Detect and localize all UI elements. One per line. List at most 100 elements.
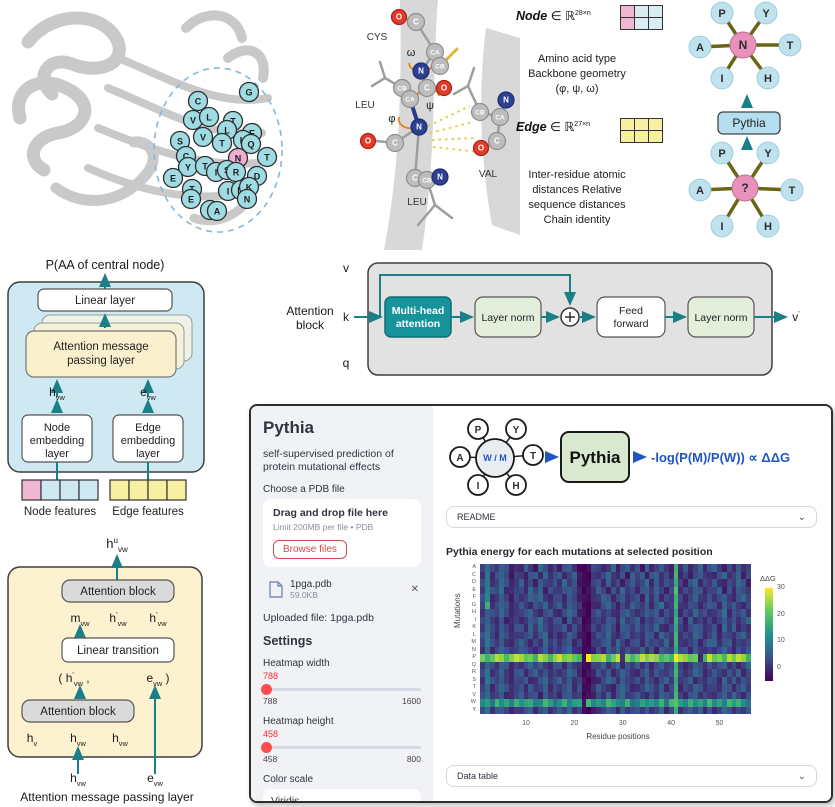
heatmap-cell <box>717 661 723 670</box>
heatmap-cell <box>552 594 558 602</box>
heatmap-cell <box>509 586 515 595</box>
heatmap-cell <box>702 594 708 602</box>
heatmap-cell <box>605 646 612 655</box>
heatmap-cell <box>746 609 752 617</box>
data-table-expander[interactable]: Data table ⌄ <box>446 765 817 787</box>
heatmap-cell <box>489 631 495 640</box>
center-node-letter: ? <box>741 181 748 195</box>
heatmap-cell <box>634 661 641 670</box>
slider-thumb[interactable] <box>261 742 272 753</box>
heatmap-cell <box>663 661 670 670</box>
atom-label: CA <box>430 50 440 57</box>
heatmap-cell <box>518 691 524 700</box>
heatmap-cell <box>494 684 500 692</box>
heatmap-cell <box>499 706 505 715</box>
heatmap-cell <box>702 609 708 617</box>
heatmap-cell <box>736 669 742 677</box>
heatmap-cell <box>741 624 747 632</box>
heatmap-cell <box>721 631 728 640</box>
heatmap-cell <box>668 571 674 580</box>
heatmap-cell <box>586 661 592 670</box>
slider-thumb[interactable] <box>261 684 272 695</box>
heatmap-cell <box>567 646 573 655</box>
heatmap-height-slider[interactable] <box>261 742 421 753</box>
browse-files-button[interactable]: Browse files <box>273 540 347 559</box>
heatmap-cell <box>668 684 674 692</box>
heatmap-cell <box>504 601 510 610</box>
heatmap-cell <box>610 654 616 662</box>
satellite-node-letter: A <box>696 42 704 54</box>
heatmap-cell <box>630 676 636 685</box>
heatmap-cell <box>586 624 592 632</box>
heatmap-cell <box>489 594 495 602</box>
heatmap-cell <box>547 601 553 610</box>
heatmap-cell <box>741 669 747 677</box>
file-dropzone[interactable]: Drag and drop file here Limit 200MB per … <box>263 499 421 567</box>
heatmap-cell <box>741 586 747 595</box>
heatmap-cell <box>736 579 742 587</box>
heatmap-cell <box>697 609 703 617</box>
heatmap-cell <box>663 601 670 610</box>
heatmap-cell <box>683 594 689 602</box>
heatmap-cell <box>683 624 689 632</box>
heatmap-cell <box>644 631 650 640</box>
heatmap-cell <box>513 616 520 625</box>
heatmap-cell <box>659 631 665 640</box>
heatmap-cell <box>683 564 689 572</box>
heatmap-cell <box>712 616 718 625</box>
heatmap-cell <box>721 691 728 700</box>
satellite-node <box>778 33 802 57</box>
file-uploader-label: Choose a PDB file <box>263 484 345 495</box>
heatmap-cell <box>688 661 694 670</box>
heatmap-plot[interactable] <box>480 564 752 715</box>
heatmap-cell <box>726 639 733 647</box>
heatmap-cell <box>596 631 602 640</box>
readme-label: README <box>457 512 496 522</box>
heatmap-cell <box>557 699 563 707</box>
heatmap-cell <box>581 646 587 655</box>
heatmap-cell <box>634 579 641 587</box>
heatmap-cell <box>538 654 544 662</box>
heatmap-cell <box>615 654 621 662</box>
heatmap-cell <box>692 616 699 625</box>
heatmap-cell <box>731 579 737 587</box>
heatmap-cell <box>596 691 602 700</box>
math-label: mvw <box>70 611 90 628</box>
heatmap-cell <box>547 669 553 677</box>
heatmap-cell <box>736 654 742 662</box>
heatmap-width-slider[interactable] <box>261 684 421 695</box>
heatmap-cell <box>717 594 723 602</box>
heatmap-cell <box>717 564 723 572</box>
heatmap-cell <box>494 631 500 640</box>
heatmap-cell <box>489 624 495 632</box>
ff-label-2: forward <box>613 318 648 330</box>
heatmap-cell <box>712 646 718 655</box>
heatmap-cell <box>625 564 631 572</box>
heatmap-cell <box>688 676 694 685</box>
node-emb-1: Node <box>44 422 70 434</box>
color-scale-select[interactable]: Viridis ⌄ <box>263 789 421 801</box>
heatmap-cell <box>557 691 563 700</box>
math-label: evw <box>140 385 156 402</box>
heatmap-cell <box>591 699 597 707</box>
heatmap-cell <box>547 586 553 595</box>
colorbar-tick: 30 <box>777 584 785 591</box>
atom-label: N <box>503 96 509 105</box>
math-label: evw <box>147 771 163 788</box>
heatmap-cell <box>741 564 747 572</box>
heatmap-cell <box>513 594 520 602</box>
heatmap-cell <box>562 586 568 595</box>
heatmap-cell <box>499 586 505 595</box>
aa-node-letter: A <box>214 207 221 217</box>
heatmap-cell <box>615 699 621 707</box>
heatmap-row-label: H <box>472 609 476 616</box>
atom-label: N <box>418 67 424 76</box>
remove-file-icon[interactable]: ✕ <box>410 584 419 595</box>
heatmap-cell <box>591 586 597 595</box>
heatmap-cell <box>707 579 713 587</box>
heatmap-cell <box>673 661 679 670</box>
heatmap-cell <box>683 654 689 662</box>
heatmap-cell <box>562 631 568 640</box>
heatmap-cell <box>586 564 592 572</box>
readme-expander[interactable]: README ⌄ <box>446 506 817 528</box>
